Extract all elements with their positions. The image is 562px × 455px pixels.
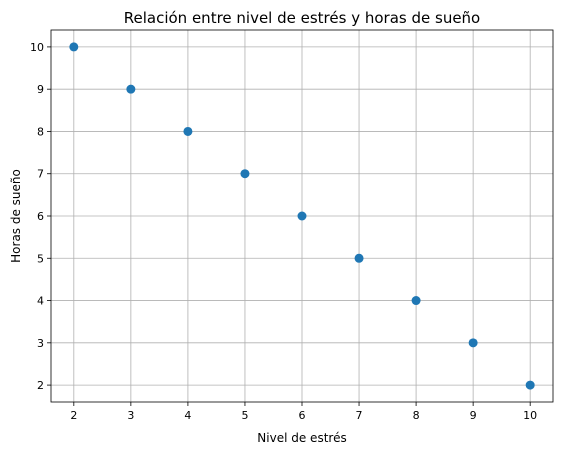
x-tick-label: 8 (413, 409, 420, 422)
scatter-point (240, 169, 250, 179)
scatter-point (354, 253, 364, 263)
scatter-point (183, 126, 193, 136)
y-tick-label: 5 (37, 252, 44, 265)
x-tick-label: 4 (184, 409, 191, 422)
y-tick-label: 7 (37, 168, 44, 181)
scatter-point (525, 380, 535, 390)
x-tick-label: 5 (241, 409, 248, 422)
x-tick-label: 7 (356, 409, 363, 422)
y-axis-ticks: 2 3 4 5 6 7 8 9 10 (30, 41, 51, 392)
scatter-point (126, 84, 136, 94)
y-tick-label: 8 (37, 125, 44, 138)
scatter-point (297, 211, 307, 221)
scatter-point (468, 338, 478, 348)
y-tick-label: 3 (37, 337, 44, 350)
x-tick-label: 6 (299, 409, 306, 422)
y-tick-label: 9 (37, 83, 44, 96)
x-tick-label: 10 (523, 409, 537, 422)
y-tick-label: 4 (37, 295, 44, 308)
x-axis-label: Nivel de estrés (257, 431, 346, 445)
x-tick-label: 3 (127, 409, 134, 422)
scatter-point (69, 42, 79, 52)
y-tick-label: 2 (37, 379, 44, 392)
chart-title: Relación entre nivel de estrés y horas d… (124, 9, 480, 27)
x-axis-ticks: 2 3 4 5 6 7 8 9 10 (70, 402, 537, 422)
data-points (69, 42, 535, 390)
y-tick-label: 6 (37, 210, 44, 223)
x-tick-label: 9 (470, 409, 477, 422)
y-axis-label: Horas de sueño (9, 169, 23, 263)
y-tick-label: 10 (30, 41, 44, 54)
x-tick-label: 2 (70, 409, 77, 422)
scatter-point (411, 296, 421, 306)
